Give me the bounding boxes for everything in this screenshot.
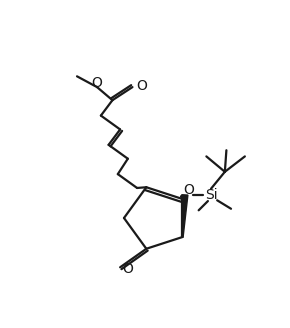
Text: O: O xyxy=(136,79,147,93)
Text: Si: Si xyxy=(205,188,217,202)
Text: O: O xyxy=(122,262,133,276)
Polygon shape xyxy=(182,195,188,237)
Text: O: O xyxy=(91,76,102,90)
Text: O: O xyxy=(183,183,194,197)
